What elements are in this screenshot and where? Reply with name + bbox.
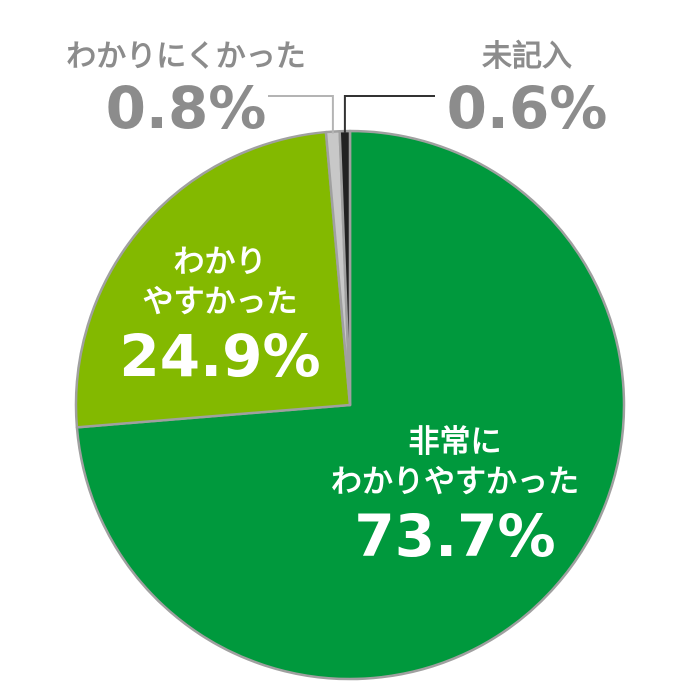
slice-label-very-easy-line2: わかりやすかった	[331, 464, 579, 500]
slice-label-unanswered: 未記入	[482, 39, 572, 74]
leader-line-unanswered	[343, 95, 435, 133]
slice-label-easy-line2: やすかった	[143, 284, 298, 320]
slice-value-very-easy: 73.7%	[354, 502, 555, 570]
slice-label-very-easy-line1: 非常に	[409, 424, 502, 460]
pie-slices	[74, 129, 626, 681]
leader-lines	[268, 95, 435, 134]
slice-label-easy-line1: わかり	[174, 244, 267, 280]
slice-value-unanswered: 0.6%	[447, 74, 608, 142]
slice-value-hard: 0.8%	[106, 74, 267, 142]
leader-line-hard	[268, 95, 334, 134]
slice-value-easy: 24.9%	[119, 322, 320, 390]
slice-easy	[74, 130, 352, 429]
slice-label-hard: わかりにくかった	[66, 39, 305, 74]
